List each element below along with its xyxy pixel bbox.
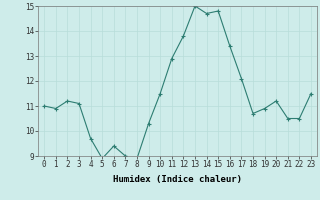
X-axis label: Humidex (Indice chaleur): Humidex (Indice chaleur) bbox=[113, 175, 242, 184]
